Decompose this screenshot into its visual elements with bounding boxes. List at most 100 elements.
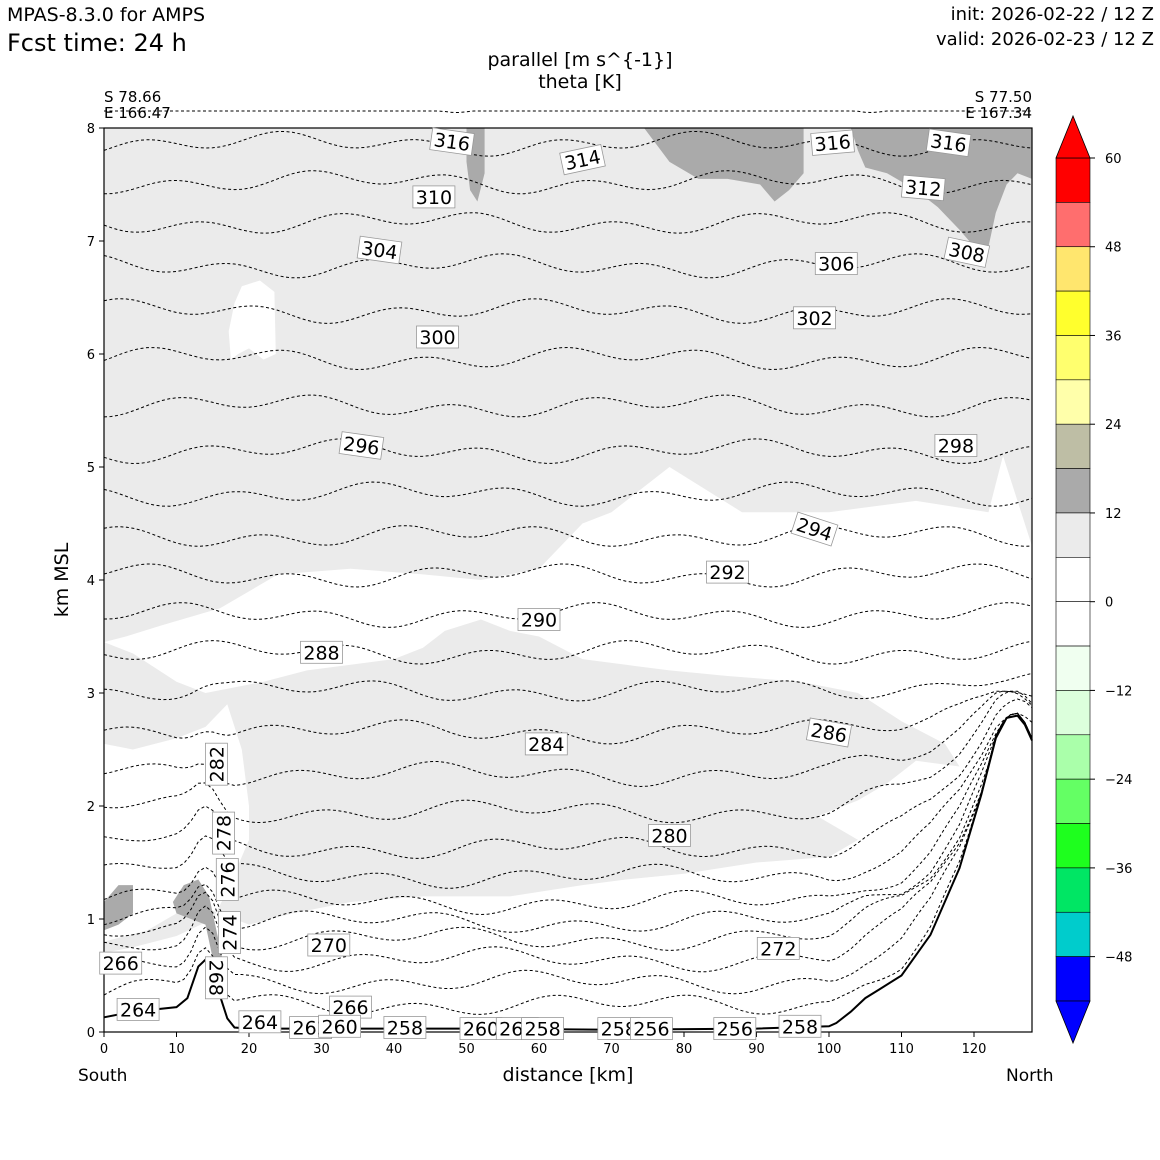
valid-time-label: valid: 2026-02-23 / 12 Z bbox=[936, 29, 1154, 50]
contour-label-text: 280 bbox=[651, 825, 687, 847]
colorbar-segment bbox=[1055, 157, 1091, 203]
contour-label-box bbox=[383, 1016, 427, 1039]
colorbar-tick-label: −36 bbox=[1105, 862, 1132, 877]
contour-label-284: 284 bbox=[524, 732, 568, 756]
contour-label-314: 314 bbox=[559, 143, 606, 176]
contour-label-258: 258 bbox=[778, 1014, 822, 1038]
contour-label-text: 296 bbox=[342, 433, 381, 460]
theta-contour-270 bbox=[103, 712, 1033, 973]
contour-label-278: 278 bbox=[212, 811, 236, 855]
x-tick-label: 10 bbox=[168, 1042, 185, 1057]
colorbar-tick-label: 24 bbox=[1105, 418, 1122, 433]
contour-label-box bbox=[356, 235, 403, 265]
colorbar-tick-label: −12 bbox=[1105, 684, 1132, 699]
contour-label-text: 312 bbox=[904, 176, 942, 201]
theta-contour-300 bbox=[103, 438, 1033, 465]
contour-label-270: 270 bbox=[307, 933, 351, 957]
contour-label-box bbox=[307, 933, 351, 957]
contour-label-316: 316 bbox=[810, 129, 855, 156]
theta-contour-290 bbox=[103, 640, 1033, 665]
contour-label-box bbox=[790, 511, 839, 547]
contour-label-text: 292 bbox=[709, 562, 745, 584]
forecast-time-label: Fcst time: 24 h bbox=[7, 29, 187, 57]
contour-label-box bbox=[925, 128, 972, 157]
contour-label-296: 296 bbox=[338, 431, 385, 460]
theta-contour-286 bbox=[103, 690, 1033, 745]
contour-label-text: 316 bbox=[432, 129, 471, 156]
contour-label-text: 266 bbox=[103, 953, 139, 975]
contour-label-272: 272 bbox=[756, 937, 800, 960]
colorbar-tick-label: −48 bbox=[1105, 951, 1132, 966]
contour-label-290: 290 bbox=[517, 608, 561, 632]
contour-label-256: 256 bbox=[630, 1017, 673, 1041]
contour-label-text: 294 bbox=[794, 514, 835, 546]
theta-contour-294 bbox=[103, 563, 1033, 588]
x-tick-label: 40 bbox=[386, 1042, 403, 1057]
contour-label-304: 304 bbox=[356, 235, 403, 265]
contour-label-text: 256 bbox=[717, 1019, 753, 1041]
light-shade-upper bbox=[104, 128, 1032, 643]
contour-label-box bbox=[814, 252, 858, 276]
colorbar: 60 48 36 24 12 0 −12 −24 −36 −48 bbox=[1055, 114, 1132, 1045]
start-lon: E 166.47 bbox=[104, 104, 171, 122]
y-tick-label: 8 bbox=[87, 122, 95, 137]
theta-contour-272 bbox=[103, 712, 1033, 951]
theta-contour-274 bbox=[103, 712, 1033, 933]
colorbar-segment bbox=[1055, 734, 1091, 780]
theta-contour-278 bbox=[103, 712, 1033, 889]
contour-label-260: 260 bbox=[318, 1014, 362, 1038]
contour-label-268: 268 bbox=[204, 956, 228, 1000]
contour-label-text: 260 bbox=[463, 1019, 499, 1041]
contour-label-text: 300 bbox=[419, 327, 455, 349]
contour-label-box bbox=[630, 1017, 673, 1040]
contour-label-box bbox=[934, 434, 978, 457]
contour-label-300: 300 bbox=[416, 325, 459, 349]
contour-label-box bbox=[215, 858, 239, 901]
contour-label-264: 264 bbox=[238, 1010, 282, 1034]
start-lat: S 78.66 bbox=[104, 88, 162, 106]
contour-label-text: 288 bbox=[303, 642, 339, 664]
contour-label-text: 276 bbox=[217, 861, 239, 897]
contour-label-258: 258 bbox=[597, 1017, 641, 1041]
colorbar-segment bbox=[1055, 911, 1091, 957]
x-tick-label: 70 bbox=[603, 1042, 620, 1057]
contour-label-text: 258 bbox=[524, 1019, 560, 1041]
theta-contour-276 bbox=[103, 712, 1033, 916]
end-point-coordinates: S 77.50 E 167.34 bbox=[965, 89, 1032, 121]
contour-label-box bbox=[300, 640, 343, 664]
contour-label-box bbox=[99, 951, 143, 975]
contour-label-288: 288 bbox=[300, 640, 343, 664]
theta-contour-308 bbox=[103, 253, 1033, 279]
colorbar-tick-label: 36 bbox=[1105, 329, 1122, 344]
colorbar-segment bbox=[1055, 379, 1091, 425]
theta-contour-312 bbox=[103, 170, 1033, 195]
x-tick-label: 110 bbox=[889, 1042, 914, 1057]
theta-contour-288 bbox=[103, 672, 1033, 702]
contour-label-box bbox=[943, 236, 991, 268]
y-axis-label: km MSL bbox=[51, 542, 73, 618]
contour-label-box bbox=[706, 560, 749, 584]
colorbar-segment bbox=[1055, 956, 1091, 1002]
y-tick-label: 6 bbox=[87, 348, 95, 363]
contour-label-text: 258 bbox=[601, 1019, 637, 1041]
terrain-line bbox=[103, 714, 1033, 1031]
theta-contour-316 bbox=[104, 110, 1032, 114]
theta-contour-282 bbox=[103, 690, 1033, 824]
contour-label-box bbox=[429, 127, 475, 156]
x-tick-label: 20 bbox=[241, 1042, 258, 1057]
colorbar-segment bbox=[1055, 867, 1091, 913]
contour-label-text: 316 bbox=[929, 130, 968, 157]
contour-label-box bbox=[412, 185, 456, 209]
colorbar-segment bbox=[1055, 202, 1091, 248]
contour-label-box bbox=[217, 911, 241, 954]
contour-label-256: 256 bbox=[713, 1017, 757, 1041]
colorbar-segment bbox=[1055, 823, 1091, 869]
contour-label-box bbox=[778, 1014, 822, 1038]
start-point-coordinates: S 78.66 E 166.47 bbox=[104, 89, 171, 121]
light-shade-lower bbox=[104, 772, 858, 953]
theta-contour-280 bbox=[103, 698, 1033, 859]
contour-label-266: 266 bbox=[329, 995, 372, 1019]
x-tick-label: 60 bbox=[531, 1042, 548, 1057]
theta-contour-314 bbox=[103, 131, 1033, 157]
